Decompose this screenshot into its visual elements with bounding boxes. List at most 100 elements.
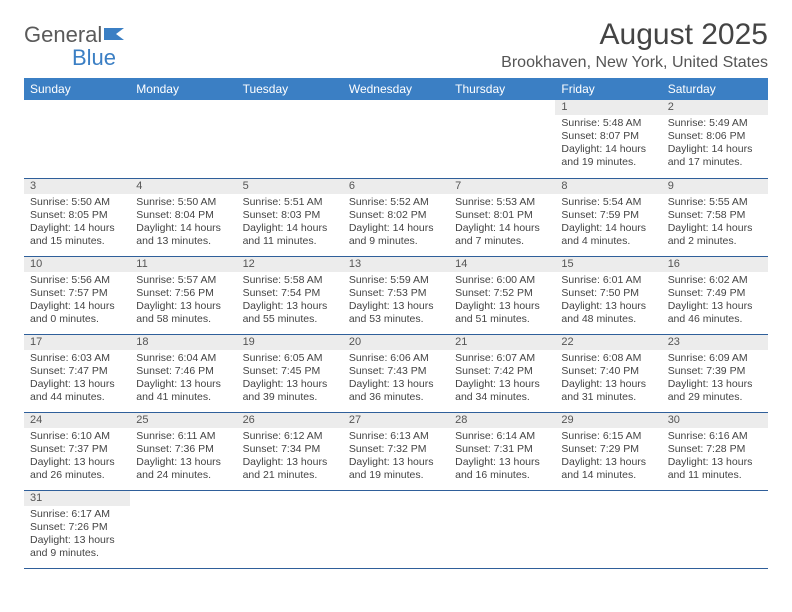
- sunrise-line: Sunrise: 6:05 AM: [243, 352, 337, 365]
- daylight-line: Daylight: 13 hours and 44 minutes.: [30, 378, 124, 404]
- day-number: 29: [555, 413, 661, 428]
- sunset-line: Sunset: 7:56 PM: [136, 287, 230, 300]
- day-details: Sunrise: 6:10 AMSunset: 7:37 PMDaylight:…: [24, 428, 130, 485]
- sunrise-line: Sunrise: 5:56 AM: [30, 274, 124, 287]
- daylight-line: Daylight: 13 hours and 31 minutes.: [561, 378, 655, 404]
- title-block: August 2025 Brookhaven, New York, United…: [501, 18, 768, 72]
- sunrise-line: Sunrise: 6:17 AM: [30, 508, 124, 521]
- sunset-line: Sunset: 7:37 PM: [30, 443, 124, 456]
- calendar-cell: 4Sunrise: 5:50 AMSunset: 8:04 PMDaylight…: [130, 178, 236, 256]
- day-details: Sunrise: 6:14 AMSunset: 7:31 PMDaylight:…: [449, 428, 555, 485]
- day-details: Sunrise: 6:05 AMSunset: 7:45 PMDaylight:…: [237, 350, 343, 407]
- calendar-cell: [343, 100, 449, 178]
- sunrise-line: Sunrise: 5:48 AM: [561, 117, 655, 130]
- calendar-row: 3Sunrise: 5:50 AMSunset: 8:05 PMDaylight…: [24, 178, 768, 256]
- daylight-line: Daylight: 13 hours and 53 minutes.: [349, 300, 443, 326]
- daylight-line: Daylight: 13 hours and 51 minutes.: [455, 300, 549, 326]
- sunrise-line: Sunrise: 5:55 AM: [668, 196, 762, 209]
- day-details: Sunrise: 6:02 AMSunset: 7:49 PMDaylight:…: [662, 272, 768, 329]
- calendar-cell: 23Sunrise: 6:09 AMSunset: 7:39 PMDayligh…: [662, 334, 768, 412]
- sunset-line: Sunset: 7:42 PM: [455, 365, 549, 378]
- sunrise-line: Sunrise: 5:53 AM: [455, 196, 549, 209]
- daylight-line: Daylight: 13 hours and 24 minutes.: [136, 456, 230, 482]
- daylight-line: Daylight: 14 hours and 4 minutes.: [561, 222, 655, 248]
- sunrise-line: Sunrise: 6:12 AM: [243, 430, 337, 443]
- sunset-line: Sunset: 7:57 PM: [30, 287, 124, 300]
- daylight-line: Daylight: 13 hours and 9 minutes.: [30, 534, 124, 560]
- calendar-cell: [555, 490, 661, 568]
- day-details: Sunrise: 5:50 AMSunset: 8:05 PMDaylight:…: [24, 194, 130, 251]
- weekday-header: Tuesday: [237, 78, 343, 100]
- calendar-cell: 29Sunrise: 6:15 AMSunset: 7:29 PMDayligh…: [555, 412, 661, 490]
- daylight-line: Daylight: 13 hours and 48 minutes.: [561, 300, 655, 326]
- calendar-cell: [449, 490, 555, 568]
- calendar-cell: 18Sunrise: 6:04 AMSunset: 7:46 PMDayligh…: [130, 334, 236, 412]
- day-number: 22: [555, 335, 661, 350]
- day-number: 24: [24, 413, 130, 428]
- day-details: Sunrise: 5:52 AMSunset: 8:02 PMDaylight:…: [343, 194, 449, 251]
- weekday-header: Thursday: [449, 78, 555, 100]
- sunset-line: Sunset: 7:34 PM: [243, 443, 337, 456]
- day-number: 13: [343, 257, 449, 272]
- day-number: 28: [449, 413, 555, 428]
- calendar-cell: 22Sunrise: 6:08 AMSunset: 7:40 PMDayligh…: [555, 334, 661, 412]
- weekday-header: Saturday: [662, 78, 768, 100]
- sunrise-line: Sunrise: 5:52 AM: [349, 196, 443, 209]
- daylight-line: Daylight: 13 hours and 29 minutes.: [668, 378, 762, 404]
- daylight-line: Daylight: 13 hours and 55 minutes.: [243, 300, 337, 326]
- day-number: 17: [24, 335, 130, 350]
- calendar-cell: 12Sunrise: 5:58 AMSunset: 7:54 PMDayligh…: [237, 256, 343, 334]
- sunrise-line: Sunrise: 6:13 AM: [349, 430, 443, 443]
- calendar-cell: 31Sunrise: 6:17 AMSunset: 7:26 PMDayligh…: [24, 490, 130, 568]
- daylight-line: Daylight: 14 hours and 17 minutes.: [668, 143, 762, 169]
- calendar-cell: [343, 490, 449, 568]
- day-number: 30: [662, 413, 768, 428]
- sunset-line: Sunset: 7:54 PM: [243, 287, 337, 300]
- day-details: Sunrise: 6:13 AMSunset: 7:32 PMDaylight:…: [343, 428, 449, 485]
- weekday-header-row: SundayMondayTuesdayWednesdayThursdayFrid…: [24, 78, 768, 100]
- daylight-line: Daylight: 13 hours and 46 minutes.: [668, 300, 762, 326]
- sunrise-line: Sunrise: 5:51 AM: [243, 196, 337, 209]
- day-details: Sunrise: 6:01 AMSunset: 7:50 PMDaylight:…: [555, 272, 661, 329]
- sunrise-line: Sunrise: 6:00 AM: [455, 274, 549, 287]
- day-number: 23: [662, 335, 768, 350]
- day-number: 4: [130, 179, 236, 194]
- day-details: Sunrise: 6:04 AMSunset: 7:46 PMDaylight:…: [130, 350, 236, 407]
- sunset-line: Sunset: 8:06 PM: [668, 130, 762, 143]
- daylight-line: Daylight: 14 hours and 9 minutes.: [349, 222, 443, 248]
- calendar-row: 1Sunrise: 5:48 AMSunset: 8:07 PMDaylight…: [24, 100, 768, 178]
- calendar-cell: [130, 490, 236, 568]
- day-number: 3: [24, 179, 130, 194]
- sunset-line: Sunset: 7:59 PM: [561, 209, 655, 222]
- flag-icon: [104, 24, 126, 46]
- weekday-header: Monday: [130, 78, 236, 100]
- sunset-line: Sunset: 7:32 PM: [349, 443, 443, 456]
- sunset-line: Sunset: 7:36 PM: [136, 443, 230, 456]
- calendar-cell: 14Sunrise: 6:00 AMSunset: 7:52 PMDayligh…: [449, 256, 555, 334]
- calendar-cell: 25Sunrise: 6:11 AMSunset: 7:36 PMDayligh…: [130, 412, 236, 490]
- day-details: Sunrise: 5:57 AMSunset: 7:56 PMDaylight:…: [130, 272, 236, 329]
- day-number: 19: [237, 335, 343, 350]
- day-details: Sunrise: 6:06 AMSunset: 7:43 PMDaylight:…: [343, 350, 449, 407]
- calendar-row: 17Sunrise: 6:03 AMSunset: 7:47 PMDayligh…: [24, 334, 768, 412]
- daylight-line: Daylight: 14 hours and 2 minutes.: [668, 222, 762, 248]
- weekday-header: Sunday: [24, 78, 130, 100]
- sunset-line: Sunset: 7:40 PM: [561, 365, 655, 378]
- day-number: 10: [24, 257, 130, 272]
- day-details: Sunrise: 6:03 AMSunset: 7:47 PMDaylight:…: [24, 350, 130, 407]
- day-details: Sunrise: 5:55 AMSunset: 7:58 PMDaylight:…: [662, 194, 768, 251]
- daylight-line: Daylight: 13 hours and 26 minutes.: [30, 456, 124, 482]
- day-details: Sunrise: 5:59 AMSunset: 7:53 PMDaylight:…: [343, 272, 449, 329]
- day-details: Sunrise: 6:12 AMSunset: 7:34 PMDaylight:…: [237, 428, 343, 485]
- calendar-row: 31Sunrise: 6:17 AMSunset: 7:26 PMDayligh…: [24, 490, 768, 568]
- calendar-cell: 15Sunrise: 6:01 AMSunset: 7:50 PMDayligh…: [555, 256, 661, 334]
- day-details: Sunrise: 5:51 AMSunset: 8:03 PMDaylight:…: [237, 194, 343, 251]
- daylight-line: Daylight: 14 hours and 7 minutes.: [455, 222, 549, 248]
- sunset-line: Sunset: 7:39 PM: [668, 365, 762, 378]
- logo: General Blue: [24, 24, 126, 70]
- day-details: Sunrise: 6:00 AMSunset: 7:52 PMDaylight:…: [449, 272, 555, 329]
- sunrise-line: Sunrise: 6:14 AM: [455, 430, 549, 443]
- day-number: 21: [449, 335, 555, 350]
- sunrise-line: Sunrise: 6:11 AM: [136, 430, 230, 443]
- day-number: 7: [449, 179, 555, 194]
